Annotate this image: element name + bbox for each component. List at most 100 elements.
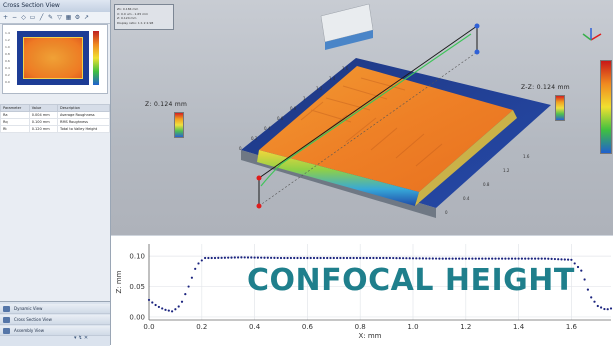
thumbnail-tick: 0.8: [5, 52, 10, 56]
left-panel: Cross Section View + − ◇ ▭ ╱ ✎ ▽ ▦ ⚙ ↗ 1…: [0, 0, 111, 346]
y-tick-label: 0.00: [129, 313, 145, 321]
table-row[interactable]: Rq 0.100 mm RMS Roughness: [0, 118, 110, 126]
data-point: [609, 307, 613, 310]
table-cell: Rt: [0, 125, 30, 133]
data-point: [563, 258, 566, 261]
table-row[interactable]: Ra 0.004 mm Average Roughness: [0, 111, 110, 119]
thumbnail-colorbar: [93, 31, 99, 85]
data-point: [263, 256, 266, 259]
select-icon[interactable]: ◇: [21, 14, 26, 21]
data-point: [213, 256, 217, 260]
data-point: [161, 307, 164, 310]
data-point: [543, 257, 547, 260]
data-point: [303, 256, 306, 260]
data-point: [270, 256, 273, 259]
views-list: Dynamic View Cross Section View Assembly…: [0, 301, 110, 346]
data-point: [517, 257, 520, 260]
link-icon[interactable]: ↯: [78, 335, 83, 341]
axis-tick: 0: [239, 146, 242, 151]
section-line: [258, 25, 478, 179]
data-point: [283, 256, 286, 260]
thumbnail-tick: 0.6: [5, 59, 10, 63]
pin-icon[interactable]: ✕: [83, 335, 89, 341]
data-point: [583, 278, 586, 281]
axis-tick: 0.4: [264, 126, 271, 131]
data-point: [603, 307, 606, 311]
data-point: [560, 258, 563, 261]
thumbnail-view[interactable]: 1.4 1.2 1.0 0.8 0.6 0.4 0.2 0.0: [2, 24, 108, 94]
data-point: [309, 256, 312, 260]
data-point: [197, 262, 200, 265]
column-header[interactable]: Parameter: [0, 104, 30, 112]
zoom-out-icon[interactable]: −: [11, 14, 18, 21]
data-point: [174, 308, 177, 311]
data-point: [359, 256, 362, 260]
profile-trace: [260, 33, 472, 187]
section-line-base: [258, 51, 478, 207]
data-point: [435, 257, 438, 260]
data-point: [342, 256, 345, 260]
axis-tick: 0.4: [463, 196, 470, 201]
data-point: [425, 257, 428, 260]
table-cell: Rq: [0, 118, 30, 126]
data-point: [349, 256, 352, 260]
rectangle-icon[interactable]: ▭: [29, 14, 36, 21]
block-top: [259, 66, 513, 192]
data-point: [286, 256, 289, 260]
arrow-down-icon[interactable]: ▾: [74, 335, 77, 341]
orientation-gizmo: [582, 28, 602, 41]
toolbar: + − ◇ ▭ ╱ ✎ ▽ ▦ ⚙ ↗: [0, 12, 110, 24]
thumbnail-axis: 1.4 1.2 1.0 0.8 0.6 0.4 0.2 0.0: [5, 31, 15, 87]
thumbnail-tick: 1.0: [5, 45, 10, 49]
grid-icon[interactable]: ▦: [65, 14, 72, 21]
data-point: [596, 304, 599, 308]
data-point: [573, 262, 576, 265]
data-point: [240, 256, 243, 259]
info-line: Z1: 0.184 mm: [117, 7, 139, 11]
data-point: [557, 258, 560, 261]
thumbnail-tick: 1.2: [5, 38, 10, 42]
colorbar-main: [600, 60, 612, 154]
data-point: [520, 257, 523, 260]
data-point: [431, 257, 434, 260]
data-point: [567, 258, 570, 261]
block-right-side: [415, 110, 517, 206]
axis-tick: 1.6: [342, 66, 349, 71]
3d-view[interactable]: 0 0.2 0.4 0.6 0.8 1 1.2 1.4 1.6 0 0.4 0.…: [111, 0, 613, 235]
data-point: [184, 293, 187, 296]
axis-tick: 0.6: [277, 116, 284, 121]
table-row[interactable]: Rt 0.120 mm Total to Valley Height: [0, 125, 110, 133]
data-point: [378, 256, 382, 260]
data-point: [250, 256, 253, 259]
zoom-in-icon[interactable]: +: [2, 14, 9, 21]
data-point: [524, 257, 527, 260]
view-item-assembly[interactable]: Assembly View: [0, 326, 110, 336]
pen-icon[interactable]: ✎: [47, 14, 54, 21]
data-point: [299, 256, 302, 260]
line-icon[interactable]: ╱: [39, 14, 44, 21]
data-point: [527, 257, 530, 260]
data-point: [237, 256, 240, 259]
data-point: [246, 256, 250, 259]
view-item-cross-section[interactable]: Cross Section View: [0, 315, 110, 325]
data-point: [553, 257, 556, 261]
spike-side: [325, 30, 373, 50]
data-point: [547, 257, 550, 260]
data-point: [580, 269, 583, 272]
data-point: [590, 296, 593, 299]
column-header[interactable]: Description: [57, 104, 110, 112]
data-point: [451, 257, 454, 260]
view-item-dynamic[interactable]: Dynamic View: [0, 304, 110, 314]
data-point: [441, 257, 444, 260]
data-point: [266, 256, 269, 259]
data-point: [385, 256, 388, 260]
settings-icon[interactable]: ⚙: [74, 14, 81, 21]
x-tick-label: 0.8: [355, 323, 366, 331]
3d-scene: 0 0.2 0.4 0.6 0.8 1 1.2 1.4 1.6 0 0.4 0.…: [239, 3, 602, 218]
column-header[interactable]: Value: [28, 104, 59, 112]
data-point: [415, 257, 418, 260]
x-tick-label: 0.2: [196, 323, 207, 331]
export-icon[interactable]: ↗: [83, 14, 90, 21]
filter-icon[interactable]: ▽: [57, 14, 62, 21]
data-point: [190, 276, 193, 279]
